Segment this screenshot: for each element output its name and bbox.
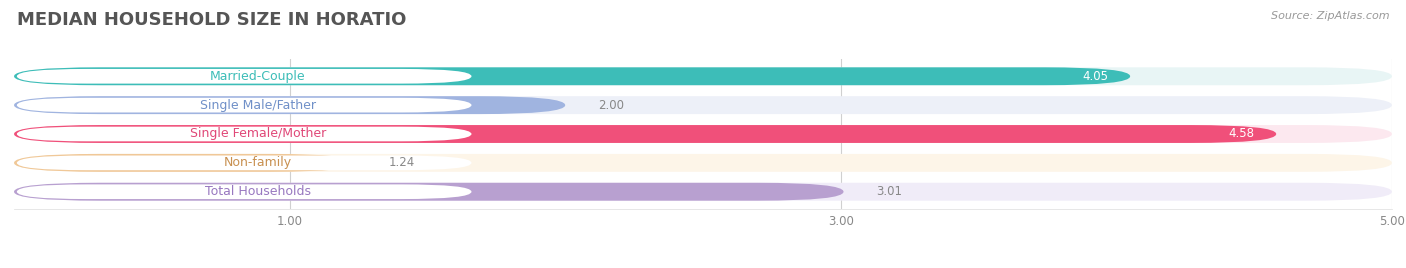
Text: 4.58: 4.58 [1229, 128, 1254, 140]
FancyBboxPatch shape [17, 98, 471, 113]
FancyBboxPatch shape [14, 96, 565, 114]
Text: Married-Couple: Married-Couple [209, 70, 305, 83]
Text: 3.01: 3.01 [876, 185, 903, 198]
FancyBboxPatch shape [17, 184, 471, 199]
Text: Single Male/Father: Single Male/Father [200, 99, 316, 112]
FancyBboxPatch shape [14, 125, 1392, 143]
Text: MEDIAN HOUSEHOLD SIZE IN HORATIO: MEDIAN HOUSEHOLD SIZE IN HORATIO [17, 11, 406, 29]
FancyBboxPatch shape [17, 69, 471, 84]
Text: Total Households: Total Households [205, 185, 311, 198]
Text: 4.05: 4.05 [1083, 70, 1108, 83]
Text: 1.24: 1.24 [389, 156, 415, 169]
Text: Single Female/Mother: Single Female/Mother [190, 128, 326, 140]
FancyBboxPatch shape [14, 154, 356, 172]
FancyBboxPatch shape [14, 67, 1130, 85]
FancyBboxPatch shape [14, 125, 1277, 143]
FancyBboxPatch shape [14, 183, 1392, 201]
Text: 2.00: 2.00 [599, 99, 624, 112]
Text: Non-family: Non-family [224, 156, 292, 169]
FancyBboxPatch shape [17, 127, 471, 141]
Text: Source: ZipAtlas.com: Source: ZipAtlas.com [1271, 11, 1389, 21]
FancyBboxPatch shape [14, 183, 844, 201]
FancyBboxPatch shape [14, 96, 1392, 114]
FancyBboxPatch shape [14, 154, 1392, 172]
FancyBboxPatch shape [14, 67, 1392, 85]
FancyBboxPatch shape [17, 155, 471, 170]
